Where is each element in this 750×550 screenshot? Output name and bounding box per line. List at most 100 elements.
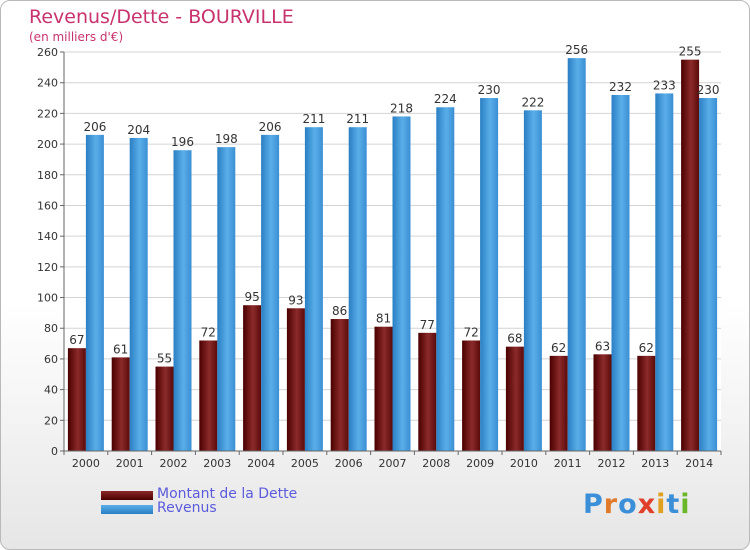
bar-dette [549, 355, 568, 451]
x-tick-label: 2004 [247, 457, 275, 470]
y-tick-label: 160 [37, 199, 58, 212]
y-tick-label: 60 [44, 353, 58, 366]
bar-dette [67, 348, 86, 451]
y-tick-label: 80 [44, 322, 58, 335]
bar-revenus [611, 94, 630, 451]
data-label-dette: 81 [376, 312, 391, 326]
data-label-revenus: 206 [83, 120, 106, 134]
y-tick-label: 260 [37, 46, 58, 59]
data-label-dette: 95 [244, 290, 259, 304]
logo-letter: r [603, 489, 619, 520]
data-label-revenus: 232 [609, 80, 632, 94]
proxiti-logo: Proxiti [583, 489, 691, 520]
bar-dette [243, 305, 262, 451]
bar-revenus [480, 98, 499, 452]
bar-revenus [304, 127, 323, 451]
data-label-dette: 63 [595, 339, 610, 353]
logo-letter: x [637, 489, 657, 520]
bar-dette [330, 319, 349, 451]
logo-letter: t [666, 489, 681, 520]
data-label-dette: 255 [679, 45, 702, 59]
bar-chart: 67 206 61 204 55 196 72 198 95 206 93 211 86 211 81 218… [37, 43, 722, 470]
data-label-revenus: 224 [434, 92, 457, 106]
chart-subtitle: (en milliers d'€) [29, 30, 124, 44]
data-label-revenus: 222 [521, 95, 544, 109]
bar-dette [681, 59, 700, 452]
x-tick-label: 2010 [510, 457, 538, 470]
data-label-dette: 93 [288, 293, 303, 307]
bar-dette [374, 326, 393, 451]
bar-dette [286, 308, 305, 451]
legend-label-dette: Montant de la Dette [157, 486, 298, 502]
bar-dette [418, 332, 437, 451]
logo-letter: i [656, 489, 667, 520]
data-label-revenus: 211 [346, 112, 369, 126]
bar-revenus [655, 93, 674, 451]
y-tick-label: 120 [37, 261, 58, 274]
x-tick-label: 2014 [685, 457, 713, 470]
data-label-revenus: 230 [697, 83, 720, 97]
bar-revenus [567, 58, 586, 452]
bar-revenus [699, 98, 718, 452]
x-tick-label: 2013 [641, 457, 669, 470]
x-tick-label: 2001 [116, 457, 144, 470]
data-label-revenus: 206 [259, 120, 282, 134]
data-label-dette: 55 [157, 352, 172, 366]
y-tick-label: 0 [51, 445, 58, 458]
y-tick-label: 220 [37, 107, 58, 120]
bar-revenus [129, 137, 148, 451]
y-tick-label: 240 [37, 77, 58, 90]
x-tick-label: 2002 [160, 457, 188, 470]
bar-dette [462, 340, 481, 451]
x-tick-label: 2008 [422, 457, 450, 470]
bar-revenus [436, 107, 455, 451]
bar-dette [199, 340, 218, 451]
data-label-revenus: 256 [565, 43, 588, 57]
x-tick-label: 2007 [379, 457, 407, 470]
y-tick-label: 200 [37, 138, 58, 151]
bar-revenus [348, 127, 367, 451]
bar-dette [111, 357, 130, 451]
x-tick-label: 2006 [335, 457, 363, 470]
x-tick-label: 2011 [554, 457, 582, 470]
y-tick-label: 100 [37, 292, 58, 305]
x-tick-label: 2003 [203, 457, 231, 470]
data-label-revenus: 211 [302, 112, 325, 126]
bar-revenus [85, 134, 104, 451]
data-label-dette: 68 [507, 332, 522, 346]
x-tick-label: 2009 [466, 457, 494, 470]
data-label-revenus: 198 [215, 132, 238, 146]
logo-letter: o [618, 489, 638, 520]
data-label-dette: 67 [69, 333, 84, 347]
y-tick-label: 180 [37, 169, 58, 182]
chart-title: Revenus/Dette - BOURVILLE [29, 6, 294, 28]
logo-letter: i [680, 489, 691, 520]
bar-revenus [523, 110, 542, 452]
legend-swatch-revenus [101, 505, 153, 514]
bar-dette [155, 366, 174, 451]
data-label-revenus: 230 [478, 83, 501, 97]
y-tick-label: 40 [44, 384, 58, 397]
data-label-dette: 61 [113, 342, 128, 356]
x-tick-label: 2000 [72, 457, 100, 470]
data-label-dette: 62 [639, 341, 654, 355]
bar-revenus [173, 150, 192, 451]
data-label-dette: 86 [332, 304, 347, 318]
data-label-dette: 62 [551, 341, 566, 355]
bar-dette [505, 346, 524, 451]
bar-revenus [392, 116, 411, 451]
data-label-dette: 72 [201, 326, 216, 340]
bar-dette [637, 355, 656, 451]
y-tick-label: 20 [44, 414, 58, 427]
legend-swatch-dette [101, 491, 153, 500]
data-label-dette: 72 [463, 326, 478, 340]
data-label-revenus: 218 [390, 101, 413, 115]
bar-revenus [217, 147, 236, 451]
data-label-dette: 77 [420, 318, 435, 332]
x-tick-label: 2005 [291, 457, 319, 470]
data-label-revenus: 233 [653, 78, 676, 92]
x-tick-label: 2012 [598, 457, 626, 470]
bar-revenus [261, 134, 280, 451]
legend-label-revenus: Revenus [157, 500, 217, 516]
